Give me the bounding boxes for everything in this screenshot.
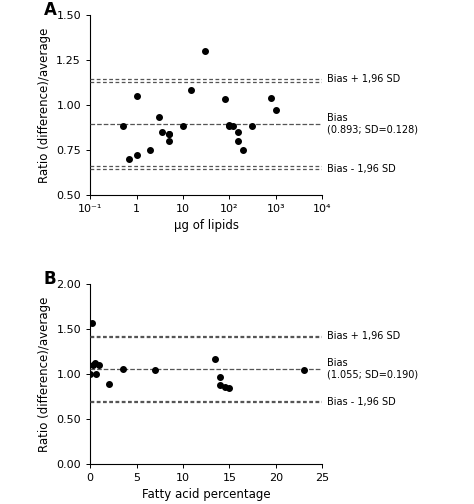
X-axis label: µg of lipids: µg of lipids: [173, 219, 239, 232]
Point: [158, 128, 165, 136]
Text: B: B: [44, 270, 56, 288]
Point: [226, 384, 233, 392]
Text: Bias
(1.055; SD=0.190): Bias (1.055; SD=0.190): [327, 358, 418, 380]
Point: [126, 155, 133, 163]
Point: [91, 359, 99, 367]
Point: [151, 366, 159, 374]
Point: [240, 146, 247, 154]
Text: Bias + 1,96 SD: Bias + 1,96 SD: [327, 331, 400, 341]
Point: [92, 370, 100, 378]
Text: Bias - 1,96 SD: Bias - 1,96 SD: [327, 398, 396, 407]
Point: [272, 106, 280, 114]
Point: [96, 361, 103, 369]
Text: Bias
(0.893; SD=0.128): Bias (0.893; SD=0.128): [327, 113, 418, 135]
Y-axis label: Ratio (difference)/average: Ratio (difference)/average: [38, 296, 51, 452]
Point: [229, 122, 237, 131]
Y-axis label: Ratio (difference)/average: Ratio (difference)/average: [38, 27, 51, 182]
Point: [155, 113, 163, 121]
Point: [165, 137, 173, 145]
Point: [133, 151, 140, 159]
Point: [212, 355, 219, 363]
Point: [216, 381, 224, 389]
Point: [201, 47, 209, 55]
Point: [165, 130, 173, 138]
Point: [119, 365, 127, 373]
Point: [105, 380, 112, 388]
Point: [86, 370, 94, 378]
Point: [216, 372, 224, 381]
Point: [88, 319, 96, 327]
Point: [234, 128, 241, 136]
Point: [165, 130, 173, 138]
Point: [226, 120, 233, 129]
Point: [89, 361, 97, 369]
Point: [300, 366, 308, 374]
Point: [221, 384, 228, 392]
Point: [221, 95, 229, 103]
Point: [118, 122, 126, 131]
Point: [226, 122, 233, 131]
Point: [234, 137, 241, 145]
Text: Bias - 1,96 SD: Bias - 1,96 SD: [327, 164, 396, 174]
Text: A: A: [44, 1, 56, 19]
Text: Bias + 1,96 SD: Bias + 1,96 SD: [327, 74, 400, 84]
Point: [248, 122, 255, 131]
Point: [133, 92, 140, 100]
X-axis label: Fatty acid percentage: Fatty acid percentage: [142, 488, 271, 501]
Point: [179, 122, 187, 131]
Point: [268, 94, 275, 102]
Point: [187, 87, 195, 95]
Point: [147, 146, 155, 154]
